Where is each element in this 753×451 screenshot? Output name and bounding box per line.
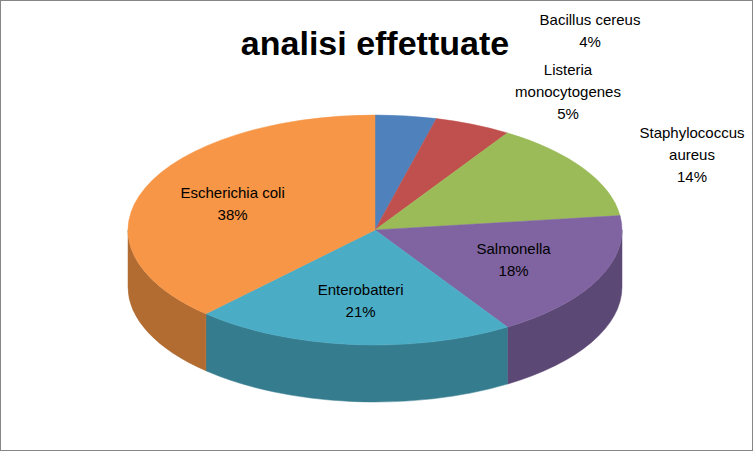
label-line: Staphylococcus [639,124,744,141]
data-label-name: Staphylococcus aureus [639,124,744,163]
label-line: Bacillus cereus [540,11,641,28]
data-label-name: Bacillus cereus [540,11,641,28]
label-line: Enterobatteri [318,281,404,298]
label-line: Escherichia coli [181,184,285,201]
label-line: monocytogenes [515,83,621,100]
data-label-name: Escherichia coli [181,184,285,201]
chart-frame [1,1,753,451]
label-line: Listeria [544,61,593,78]
data-label-value: 14% [677,168,707,185]
pie [128,115,622,402]
label-line: aureus [669,146,715,163]
data-label-value: 4% [579,33,601,50]
label-line: Salmonella [476,240,551,257]
data-label-name: Salmonella [476,240,551,257]
data-label-name: Enterobatteri [318,281,404,298]
slice [375,133,620,230]
slice [128,115,375,371]
data-label-value: 5% [557,105,579,122]
data-label-value: 18% [499,262,529,279]
data-label-name: Listeria monocytogenes [515,61,621,100]
slice-top [375,133,620,230]
title: analisi effettuate [241,24,509,62]
data-label-value: 21% [346,303,376,320]
data-label-value: 38% [218,206,248,223]
chart: analisi effettuate Bacillus cereus 4% Liste… [0,0,753,451]
